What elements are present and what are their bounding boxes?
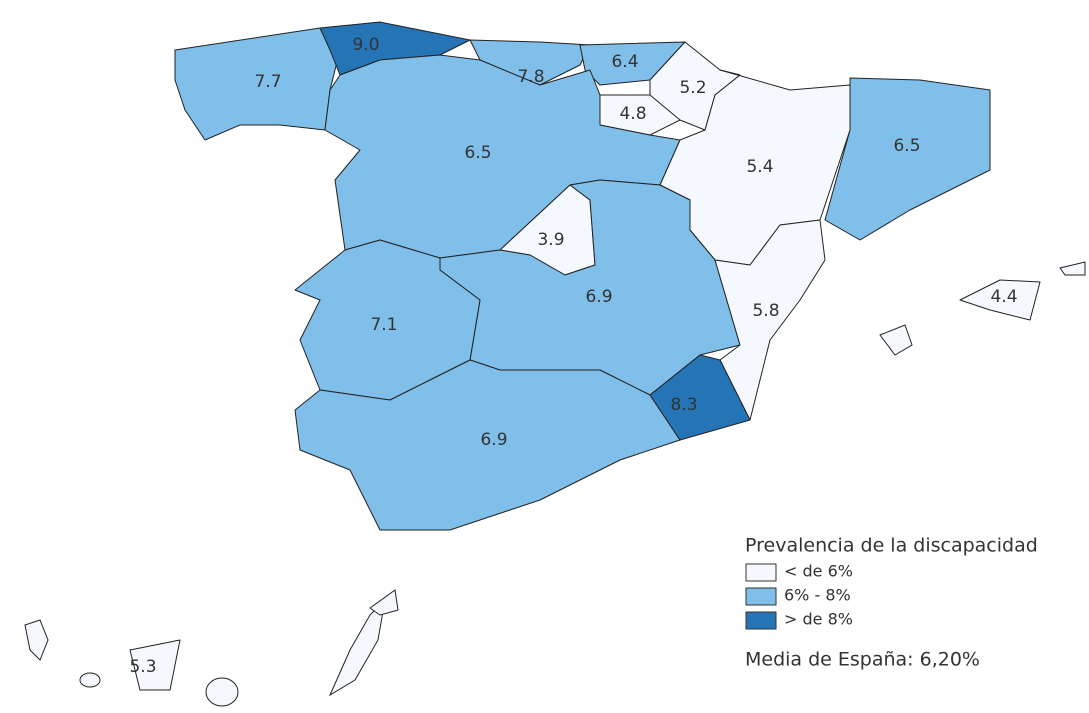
note: Media de España: 6,20% <box>745 649 980 671</box>
region <box>294 359 681 531</box>
region-label: 8.3 <box>670 395 697 415</box>
region-label: 5.8 <box>752 301 779 321</box>
region-label: 5.2 <box>679 78 706 98</box>
region-label: 6.9 <box>585 287 612 307</box>
region-label: 7.8 <box>517 67 544 87</box>
legend-swatch <box>745 563 777 582</box>
island <box>328 598 386 697</box>
region-label: 6.5 <box>893 136 920 156</box>
legend-label: 6% - 8% <box>784 586 851 605</box>
island <box>369 589 399 616</box>
region-label: 7.1 <box>370 315 397 335</box>
region-label: 6.9 <box>480 430 507 450</box>
region-label: 6.5 <box>464 143 491 163</box>
regions: 7.7 9.0 7.8 6.4 5.2 4.8 6.5 5.4 6.5 3.9 6.9 5.8 7.1 6… <box>129 21 1041 691</box>
region <box>824 77 991 241</box>
region-label: 6.4 <box>611 52 638 72</box>
legend: Prevalencia de la discapacidad < de 6% 6%… <box>745 535 1038 630</box>
region-label: 9.0 <box>352 35 379 55</box>
region-label: 3.9 <box>537 230 564 250</box>
island <box>879 324 913 356</box>
island <box>1059 261 1086 276</box>
region <box>579 41 686 86</box>
island-decor <box>24 261 1086 707</box>
region-label: 4.8 <box>619 104 646 124</box>
region <box>959 279 1041 321</box>
island <box>79 672 101 688</box>
legend-label: > de 8% <box>784 610 853 629</box>
legend-swatch <box>745 587 777 606</box>
legend-swatch <box>745 611 777 630</box>
region-label: 5.3 <box>129 657 156 677</box>
legend-title: Prevalencia de la discapacidad <box>745 535 1038 557</box>
island <box>24 619 49 661</box>
island <box>205 677 239 707</box>
region-label: 4.4 <box>990 287 1017 307</box>
region-label: 7.7 <box>254 72 281 92</box>
legend-label: < de 6% <box>784 562 853 581</box>
region <box>129 639 181 691</box>
region-label: 5.4 <box>746 157 773 177</box>
region <box>649 354 751 441</box>
